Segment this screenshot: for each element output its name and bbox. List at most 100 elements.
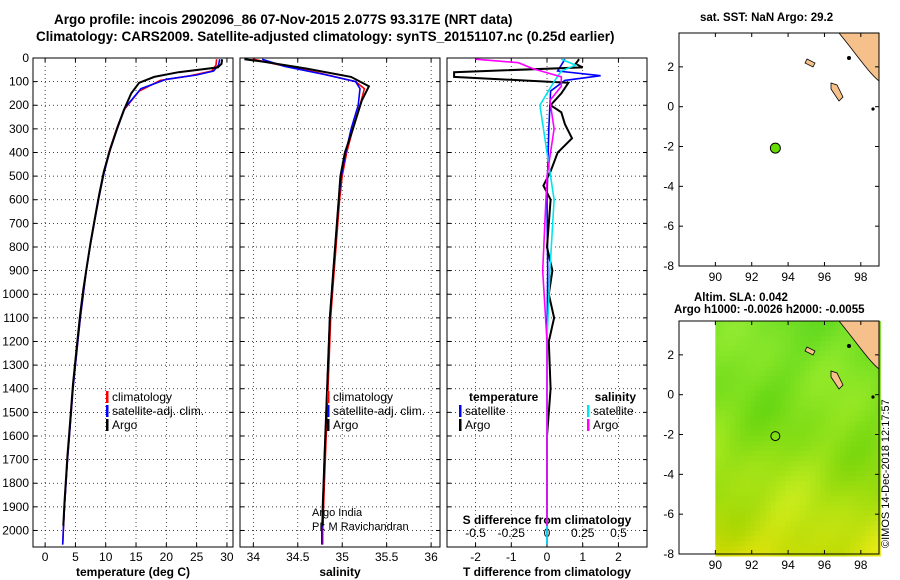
sst-map-xtick-label: 94 — [781, 270, 795, 284]
salinity-xtick-label: 34 — [247, 550, 261, 564]
depth-tick-label: 2000 — [2, 523, 29, 537]
salinity-axis-label: salinity — [319, 565, 361, 579]
temperature-series-argo — [62, 59, 224, 526]
sst-map-island — [830, 82, 844, 102]
sla-map-xtick-label: 98 — [854, 558, 868, 572]
salinity-series-satellite — [261, 58, 361, 545]
depth-tick-label: 1800 — [2, 476, 29, 490]
temperature-legend-0-swatch — [106, 391, 109, 403]
temperature-legend-2-swatch — [106, 419, 109, 431]
sla-map-ytick-label: -4 — [663, 467, 674, 481]
tdiff-legend-title: temperature — [469, 390, 539, 404]
sst-map-ytick-label: -8 — [663, 259, 674, 273]
salinity-legend-2-label: Argo — [333, 418, 359, 432]
temperature-legend-2-label: Argo — [112, 418, 138, 432]
sst-map-island-dot — [847, 56, 851, 60]
depth-tick-label: 800 — [9, 240, 29, 254]
sst-map-xtick-label: 96 — [818, 270, 832, 284]
tdiff-axis-label: T difference from climatology — [463, 565, 631, 579]
tdiff-legend-satellite-label: satellite — [465, 404, 506, 418]
depth-tick-label: 400 — [9, 145, 29, 159]
depth-tick-label: 1500 — [2, 405, 29, 419]
sla-map-ytick-label: 0 — [667, 388, 674, 402]
temperature-xtick-label: 20 — [160, 550, 174, 564]
sla-map-xtick-label: 90 — [709, 558, 723, 572]
sla-map-ytick-label: -2 — [663, 428, 674, 442]
salinity-xtick-label: 34.5 — [286, 550, 310, 564]
temperature-xtick-label: 15 — [129, 550, 143, 564]
sla-map-island-dot — [847, 344, 851, 348]
sst-map-island — [804, 58, 816, 68]
sla-map-island — [830, 370, 844, 390]
depth-tick-label: 200 — [9, 98, 29, 112]
sla-map-frame — [678, 320, 880, 555]
sst-map-ytick-label: 2 — [667, 60, 674, 74]
sst-map-frame — [678, 32, 880, 267]
sla-map-title: Altim. SLA: 0.042 — [694, 292, 788, 304]
sdiff-xtick-label: -0.25 — [498, 526, 526, 540]
sla-map-heatmap — [715, 321, 881, 557]
depth-tick-label: 1300 — [2, 358, 29, 372]
sdiff-xtick-label: 0.5 — [610, 526, 627, 540]
tdiff-legend-satellite-swatch — [459, 405, 462, 417]
figure-title-line-2: Climatology: CARS2009. Satellite-adjuste… — [36, 29, 615, 44]
sla-map-xtick-label: 92 — [745, 558, 759, 572]
sst-map-argo-position — [769, 142, 781, 154]
salinity-legend-1-swatch — [327, 405, 330, 417]
temperature-axis-label: temperature (deg C) — [76, 565, 190, 579]
tdiff-xtick-label: 1 — [579, 550, 586, 564]
tdiff-legend-argo-swatch — [459, 419, 462, 431]
depth-tick-label: 0 — [22, 51, 29, 65]
salinity-xtick-label: 36 — [424, 550, 438, 564]
depth-tick-label: 700 — [9, 216, 29, 230]
sdiff-xtick-label: -0.5 — [465, 526, 486, 540]
depth-tick-label: 100 — [9, 75, 29, 89]
sdiff-legend-satellite-swatch — [587, 405, 590, 417]
sla-map-ytick-label: -6 — [663, 507, 674, 521]
salinity-series-argo — [244, 58, 371, 526]
sla-map-subtitle: Argo h1000: -0.0026 h2000: -0.0055 — [674, 304, 865, 316]
salinity-panel-frame — [239, 57, 441, 548]
tdiff-xtick-label: -2 — [470, 550, 481, 564]
depth-tick-label: 300 — [9, 122, 29, 136]
sst-map-island-dot — [871, 107, 875, 111]
temperature-xtick-label: 10 — [99, 550, 113, 564]
sst-map-ytick-label: 0 — [667, 100, 674, 114]
sst-map-xtick-label: 98 — [854, 270, 868, 284]
temperature-series-satellite — [61, 59, 221, 545]
sla-map-argo-position — [770, 431, 781, 442]
tdiff-legend-argo-label: Argo — [465, 418, 491, 432]
salinity-legend-0-label: climatology — [333, 390, 393, 404]
depth-tick-label: 900 — [9, 264, 29, 278]
sdiff-legend-argo-swatch — [587, 419, 590, 431]
sdiff-xtick-label: 0.25 — [571, 526, 595, 540]
depth-tick-label: 500 — [9, 169, 29, 183]
sdiff-legend-satellite-label: satellite — [593, 404, 634, 418]
depth-tick-label: 1700 — [2, 453, 29, 467]
temperature-xtick-label: 0 — [42, 550, 49, 564]
tdiff-series-satellite — [546, 58, 601, 545]
temperature-series-climatology — [61, 59, 218, 545]
sst-map-ytick-label: -2 — [663, 140, 674, 154]
depth-tick-label: 1100 — [3, 311, 29, 325]
temperature-legend-0-label: climatology — [112, 390, 172, 404]
tdiff-xtick-label: 2 — [615, 550, 622, 564]
salinity-legend-1-label: satellite-adj. clim. — [333, 404, 425, 418]
sst-map-ytick-label: -4 — [663, 179, 674, 193]
depth-tick-label: 1200 — [2, 334, 29, 348]
sla-map-ytick-label: -8 — [663, 547, 674, 561]
temperature-panel-frame — [32, 57, 234, 548]
depth-tick-label: 1900 — [2, 500, 29, 514]
salinity-legend-0-swatch — [327, 391, 330, 403]
depth-tick-label: 600 — [9, 193, 29, 207]
sla-map-island-dot — [871, 395, 875, 399]
depth-tick-label: 1600 — [2, 429, 29, 443]
temperature-xtick-label: 5 — [72, 550, 79, 564]
temperature-legend-1-swatch — [106, 405, 109, 417]
sla-map-xtick-label: 94 — [781, 558, 795, 572]
sdiff-legend-argo-label: Argo — [593, 418, 619, 432]
argo-india-label: Argo India — [312, 507, 363, 519]
sst-map-xtick-label: 90 — [709, 270, 723, 284]
tdiff-xtick-label: -1 — [506, 550, 517, 564]
